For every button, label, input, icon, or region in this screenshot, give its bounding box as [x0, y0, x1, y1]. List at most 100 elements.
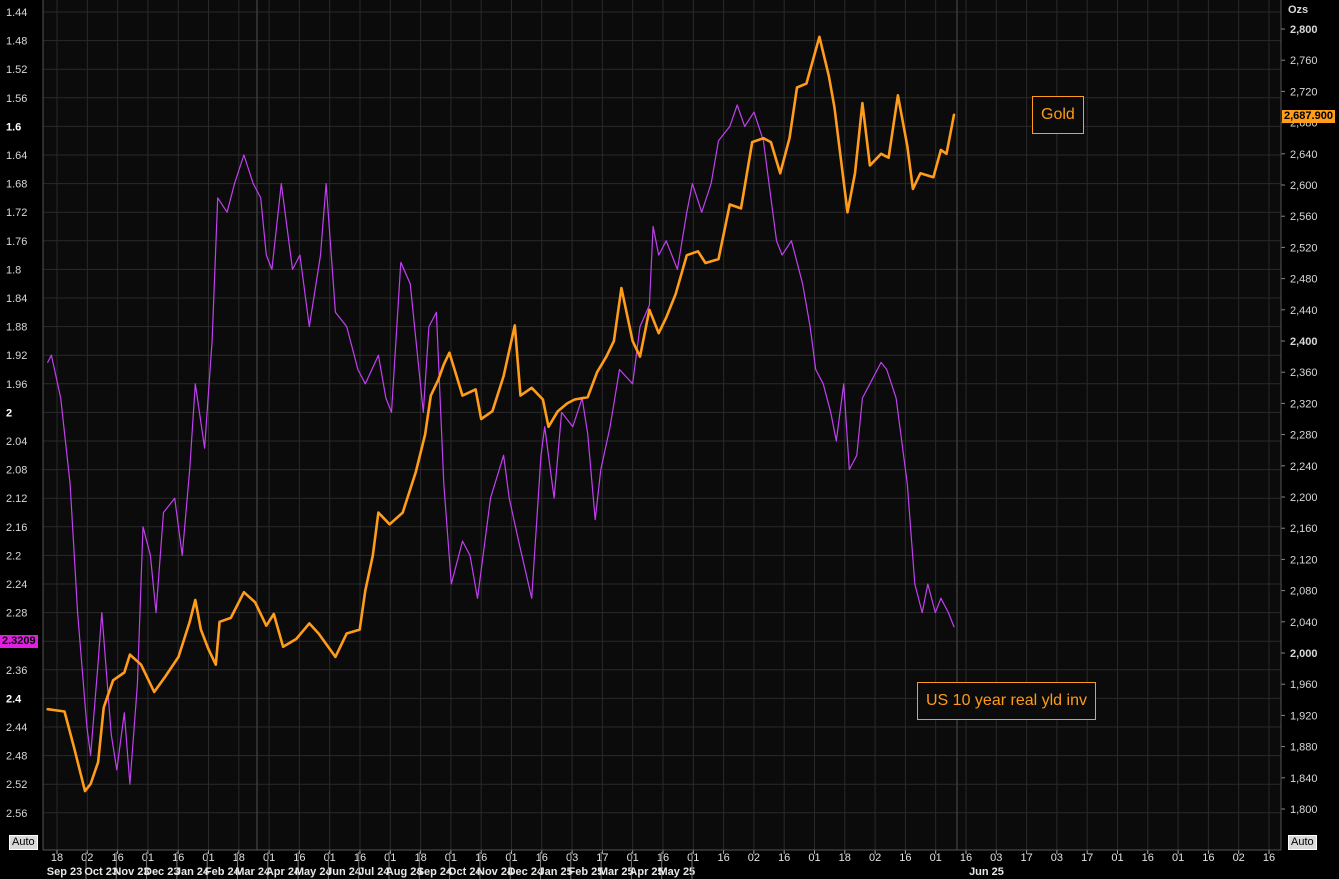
right-tick-label: 1,800	[1290, 804, 1318, 816]
right-auto-button[interactable]: Auto	[1288, 835, 1317, 850]
x-day-label: 01	[263, 852, 275, 864]
x-day-label: 03	[1051, 852, 1063, 864]
left-tick-label: 1.68	[6, 179, 27, 191]
x-day-label: 01	[627, 852, 639, 864]
right-tick-label: 1,920	[1290, 710, 1318, 722]
x-day-label: 18	[839, 852, 851, 864]
x-day-label: 01	[1172, 852, 1184, 864]
right-axis-unit: Ozs	[1288, 4, 1308, 16]
series-line-us-10y-real-yield	[47, 104, 955, 785]
left-tick-label: 2.28	[6, 608, 27, 620]
x-month-label: Sep 24	[417, 866, 453, 878]
annotation-gold: Gold	[1032, 96, 1084, 134]
right-tick-label: 2,720	[1290, 86, 1318, 98]
x-day-label: 16	[293, 852, 305, 864]
x-day-label: 03	[990, 852, 1002, 864]
x-month-label: Dec 24	[508, 866, 544, 878]
x-month-label: Nov 23	[113, 866, 149, 878]
x-day-label: 03	[566, 852, 578, 864]
x-day-label: 17	[1081, 852, 1093, 864]
x-day-label: 16	[899, 852, 911, 864]
right-tick-label: 2,520	[1290, 242, 1318, 254]
yield-last-value-tag: 2.3209	[0, 635, 38, 648]
x-day-label: 02	[748, 852, 760, 864]
x-month-label: Jan 24	[175, 866, 210, 878]
right-tick-label: 2,240	[1290, 461, 1318, 473]
left-tick-label: 1.56	[6, 93, 27, 105]
left-tick-label: 1.64	[6, 150, 27, 162]
x-day-label: 16	[354, 852, 366, 864]
x-day-label: 01	[505, 852, 517, 864]
x-month-label: Mar 24	[235, 866, 271, 878]
x-month-label: Dec 23	[144, 866, 179, 878]
x-day-label: 01	[445, 852, 457, 864]
left-tick-label: 1.84	[6, 293, 27, 305]
gold-last-value-tag: 2,687.900	[1282, 110, 1335, 123]
left-tick-label: 2.04	[6, 436, 27, 448]
x-day-label: 01	[808, 852, 820, 864]
x-day-label: 01	[687, 852, 699, 864]
x-month-label: Oct 24	[448, 866, 483, 878]
right-tick-label: 2,040	[1290, 617, 1318, 629]
x-day-label: 02	[81, 852, 93, 864]
left-tick-label: 2.2	[6, 550, 21, 562]
x-day-label: 16	[1142, 852, 1154, 864]
x-day-label: 16	[111, 852, 123, 864]
left-tick-label: 2.52	[6, 779, 27, 791]
left-tick-label: 2.36	[6, 665, 27, 677]
left-tick-label: 2.44	[6, 722, 27, 734]
x-month-label: Oct 23	[84, 866, 118, 878]
left-tick-label: 1.92	[6, 350, 27, 362]
annotation-yield: US 10 year real yld inv	[917, 682, 1096, 720]
right-tick-label: 2,640	[1290, 149, 1318, 161]
series-line-gold	[46, 35, 956, 793]
x-day-label: 01	[930, 852, 942, 864]
left-tick-label: 2	[6, 407, 12, 419]
x-day-label: 16	[960, 852, 972, 864]
x-month-label: Apr 24	[266, 866, 301, 878]
left-tick-label: 1.96	[6, 379, 27, 391]
x-day-label: 01	[202, 852, 214, 864]
right-tick-label: 2,400	[1290, 336, 1318, 348]
x-month-label: Jul 24	[358, 866, 390, 878]
left-tick-label: 2.16	[6, 522, 27, 534]
right-tick-label: 2,320	[1290, 398, 1318, 410]
x-month-label: Aug 24	[386, 866, 424, 878]
x-day-label: 02	[1233, 852, 1245, 864]
x-day-label: 16	[536, 852, 548, 864]
left-tick-label: 2.48	[6, 751, 27, 763]
x-day-label: 18	[233, 852, 245, 864]
x-day-label: 16	[778, 852, 790, 864]
right-tick-label: 1,840	[1290, 773, 1318, 785]
left-auto-button[interactable]: Auto	[9, 835, 38, 850]
left-tick-label: 1.6	[6, 121, 21, 133]
left-tick-label: 1.76	[6, 236, 27, 248]
left-tick-label: 1.72	[6, 207, 27, 219]
left-tick-label: 1.8	[6, 264, 21, 276]
right-tick-label: 2,760	[1290, 55, 1318, 67]
right-tick-label: 2,160	[1290, 523, 1318, 535]
x-day-label: 01	[324, 852, 336, 864]
left-tick-label: 1.52	[6, 64, 27, 76]
left-tick-label: 2.08	[6, 465, 27, 477]
left-tick-label: 1.48	[6, 36, 27, 48]
right-tick-label: 2,480	[1290, 274, 1318, 286]
x-month-label: Apr 25	[629, 866, 663, 878]
x-day-label: 16	[657, 852, 669, 864]
x-month-label: Mar 25	[599, 866, 634, 878]
x-month-label: May 24	[295, 866, 333, 878]
x-day-label: 17	[1020, 852, 1032, 864]
right-tick-label: 2,440	[1290, 305, 1318, 317]
left-tick-label: 2.4	[6, 693, 22, 705]
x-day-label: 17	[596, 852, 608, 864]
left-tick-label: 2.56	[6, 808, 27, 820]
x-month-label: Feb 25	[569, 866, 604, 878]
right-tick-label: 2,080	[1290, 586, 1318, 598]
x-month-label: Jan 25	[539, 866, 573, 878]
left-tick-label: 1.88	[6, 322, 27, 334]
x-month-label: Jun 25	[969, 866, 1004, 878]
x-day-label: 16	[717, 852, 729, 864]
x-month-label: Jun 24	[326, 866, 362, 878]
x-month-label: May 25	[658, 866, 695, 878]
